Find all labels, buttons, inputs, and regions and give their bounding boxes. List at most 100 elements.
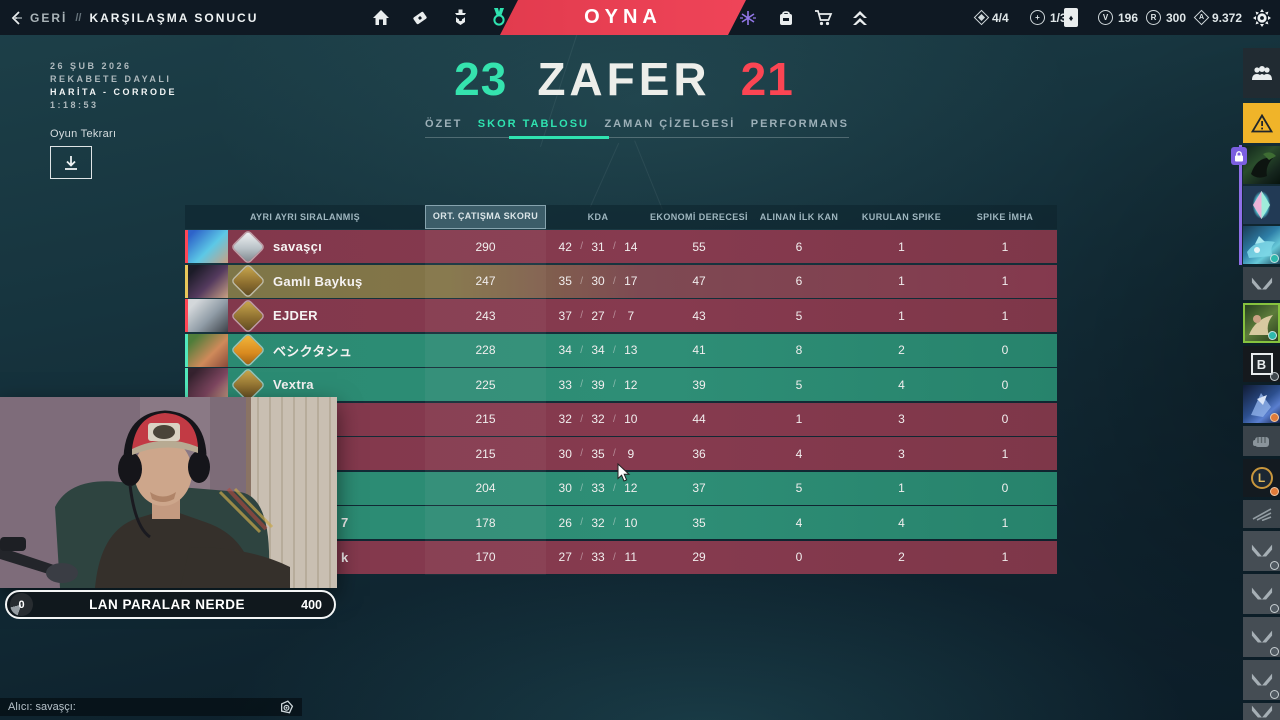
tab-skor-tablosu[interactable]: SKOR TABLOSU bbox=[477, 118, 589, 130]
scoreboard-row[interactable]: ベシクタシュ 228 34/34/13 41 8 2 0 bbox=[185, 333, 1057, 367]
store-button[interactable] bbox=[806, 0, 840, 35]
rank-icon bbox=[232, 230, 264, 263]
kills-value: 42 bbox=[558, 239, 572, 254]
thumbnail-fist bbox=[1243, 426, 1280, 456]
econ-value: 39 bbox=[692, 377, 706, 392]
chat-visibility-icon[interactable] bbox=[279, 699, 294, 715]
play-button[interactable]: OYNA bbox=[500, 0, 746, 35]
chat-input-bar[interactable]: Alıcı: savaşçı: bbox=[0, 698, 302, 716]
scoreboard-header-row: AYRI AYRI SIRALANMIŞ ORT. ÇATIŞMA SKORU … bbox=[185, 205, 1057, 229]
header-sorted: AYRI AYRI SIRALANMIŞ bbox=[249, 212, 361, 222]
header-defuses[interactable]: SPIKE İMHA bbox=[976, 212, 1034, 222]
backpack-icon bbox=[780, 10, 792, 25]
header-econ[interactable]: EKONOMİ DERECESİ bbox=[650, 212, 748, 222]
mission-progress-value: 4/4 bbox=[992, 10, 1009, 25]
econ-value: 47 bbox=[692, 274, 706, 288]
acs-value: 170 bbox=[475, 550, 496, 564]
assists-value: 10 bbox=[624, 515, 638, 530]
mouse-cursor bbox=[617, 463, 631, 483]
back-label: GERİ bbox=[30, 10, 68, 25]
scoreboard-row[interactable]: savaşçı 290 42/31/14 55 6 1 1 bbox=[185, 230, 1057, 263]
back-button[interactable]: GERİ bbox=[10, 11, 67, 25]
goal-target: 400 bbox=[301, 597, 322, 612]
player-name: 7 bbox=[341, 515, 349, 530]
deaths-value: 32 bbox=[591, 412, 605, 426]
kingdom-credits-balance[interactable]: A 9.372 bbox=[1193, 0, 1242, 35]
deaths-value: 35 bbox=[591, 446, 605, 461]
warning-notification[interactable] bbox=[1243, 103, 1280, 143]
first-bloods-value: 6 bbox=[795, 239, 803, 254]
scoreboard-row[interactable]: Vextra 225 33/39/12 39 5 4 0 bbox=[185, 368, 1057, 401]
collection-button[interactable] bbox=[769, 0, 803, 35]
progression-button[interactable] bbox=[843, 0, 877, 35]
thumbnail-dark-art bbox=[1243, 146, 1280, 184]
player-cell: Gamlı Baykuş bbox=[188, 264, 425, 298]
assists-value: 9 bbox=[627, 446, 635, 461]
player-name: ベシクタシュ bbox=[273, 343, 353, 359]
replay-download-button[interactable] bbox=[50, 146, 92, 179]
radianite-value: 300 bbox=[1166, 10, 1187, 25]
deaths-value: 33 bbox=[591, 481, 605, 495]
kda-cell: 30/35/9 bbox=[546, 437, 650, 470]
team-score-left: 23 bbox=[454, 53, 508, 105]
battlepass-nav-button[interactable] bbox=[403, 0, 437, 35]
deaths-value: 34 bbox=[591, 343, 605, 357]
nightmarket-button[interactable] bbox=[731, 0, 765, 35]
radianite-balance[interactable]: R 300 bbox=[1146, 0, 1186, 35]
vp-balance[interactable]: V 196 bbox=[1098, 0, 1138, 35]
rank-icon bbox=[232, 334, 264, 366]
first-bloods-value: 6 bbox=[795, 274, 803, 288]
header-first-bloods[interactable]: ALINAN İLK KAN bbox=[759, 212, 839, 222]
social-panel-button[interactable] bbox=[1243, 48, 1280, 98]
tab-ozet[interactable]: ÖZET bbox=[425, 118, 463, 130]
career-medal-icon bbox=[493, 8, 505, 26]
match-map: HARİTA - CORRODE bbox=[50, 87, 177, 97]
econ-value: 44 bbox=[692, 412, 706, 426]
match-score-header: 23 ZAFER 21 bbox=[454, 52, 794, 106]
status-badge bbox=[1270, 561, 1279, 570]
plants-value: 3 bbox=[898, 412, 905, 426]
goal-label: LAN PARALAR NERDE bbox=[89, 597, 246, 612]
assists-value: 10 bbox=[624, 412, 638, 426]
thumbnail-placeholder-1 bbox=[1243, 531, 1280, 571]
acs-value: 228 bbox=[475, 343, 496, 357]
header-acs-sort[interactable]: ORT. ÇATIŞMA SKORU bbox=[425, 205, 546, 229]
scoreboard-row[interactable]: EJDER 243 37/27/7 43 5 1 1 bbox=[185, 299, 1057, 332]
first-bloods-value: 0 bbox=[795, 550, 803, 564]
header-kda[interactable]: KDA bbox=[587, 212, 609, 222]
status-badge bbox=[1270, 690, 1279, 699]
tab-zaman-cizelgesi[interactable]: ZAMAN ÇİZELGESİ bbox=[604, 118, 736, 130]
streamer-video bbox=[0, 397, 337, 588]
tabs-divider bbox=[425, 137, 849, 138]
home-nav-button[interactable] bbox=[364, 0, 398, 35]
deaths-value: 31 bbox=[591, 239, 605, 254]
plants-value: 1 bbox=[898, 239, 905, 254]
defuses-value: 1 bbox=[1001, 515, 1009, 530]
econ-value: 35 bbox=[692, 515, 706, 530]
daily-progress: + 1/3 bbox=[1030, 0, 1067, 35]
map-art-line bbox=[589, 142, 620, 208]
header-plants[interactable]: KURULAN SPIKE bbox=[861, 212, 942, 222]
kda-cell: 32/32/10 bbox=[546, 403, 650, 436]
acs-value: 290 bbox=[475, 239, 496, 254]
status-badge bbox=[1270, 413, 1279, 422]
agents-nav-button[interactable] bbox=[443, 0, 477, 35]
first-bloods-value: 1 bbox=[795, 412, 803, 426]
first-bloods-value: 8 bbox=[795, 343, 803, 357]
acs-value: 178 bbox=[475, 515, 496, 530]
letter-b-box: B bbox=[1250, 353, 1273, 375]
tab-performans[interactable]: PERFORMANS bbox=[750, 118, 849, 130]
mission-progress: 4/4 bbox=[973, 0, 1009, 35]
agent-portrait bbox=[188, 333, 228, 367]
kills-value: 35 bbox=[558, 274, 572, 288]
career-nav-button-active[interactable] bbox=[482, 0, 516, 35]
thumbnail-placeholder-3 bbox=[1243, 617, 1280, 657]
vp-coin-icon: V bbox=[1098, 10, 1113, 25]
webcam-overlay bbox=[0, 397, 337, 588]
scoreboard-row[interactable]: Gamlı Baykuş 247 35/30/17 47 6 1 1 bbox=[185, 264, 1057, 298]
plants-value: 3 bbox=[898, 446, 905, 461]
rank-icon bbox=[232, 368, 264, 401]
settings-button[interactable] bbox=[1245, 0, 1279, 35]
player-cell: ベシクタシュ bbox=[188, 333, 425, 367]
breadcrumb: KARŞILAŞMA SONUCU bbox=[89, 10, 259, 25]
